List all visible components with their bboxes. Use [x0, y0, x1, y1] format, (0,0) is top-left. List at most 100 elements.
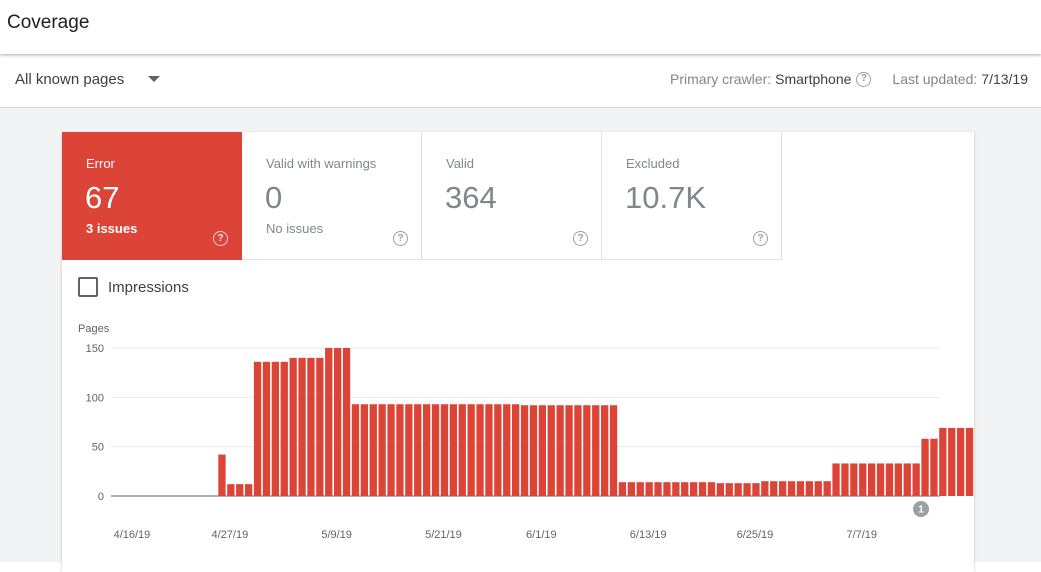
- y-tick-label: 100: [86, 392, 104, 404]
- bar: [761, 481, 769, 496]
- x-tick-label: 5/9/19: [321, 529, 352, 541]
- bar: [779, 481, 787, 496]
- bar: [565, 405, 573, 496]
- tile-sub: No issues: [266, 221, 324, 236]
- main-content: Error 67 3 issues ? Valid with warnings …: [0, 108, 1041, 572]
- help-icon[interactable]: ?: [213, 231, 228, 246]
- bar: [245, 484, 253, 496]
- bar: [939, 427, 947, 496]
- bar: [351, 404, 360, 496]
- x-tick-label: 6/13/19: [630, 529, 667, 541]
- bar: [316, 357, 324, 496]
- bar: [458, 404, 466, 496]
- tile-value: 0: [265, 180, 283, 215]
- tile-value: 10.7K: [625, 180, 707, 215]
- help-icon[interactable]: ?: [753, 231, 768, 246]
- bar: [423, 404, 431, 496]
- bar: [885, 463, 894, 496]
- bar: [787, 481, 796, 496]
- bar: [574, 405, 582, 496]
- bar: [868, 463, 876, 496]
- bar: [805, 481, 813, 496]
- help-icon[interactable]: ?: [573, 231, 588, 246]
- impressions-toggle[interactable]: Impressions: [78, 276, 189, 298]
- top-bar: Coverage: [0, 0, 1041, 54]
- bar: [369, 404, 377, 496]
- bar: [414, 404, 422, 496]
- bar: [280, 361, 288, 496]
- x-tick-label: 6/1/19: [526, 529, 557, 541]
- bar: [467, 404, 475, 496]
- bar: [734, 483, 742, 496]
- bar: [218, 454, 226, 496]
- tile-error[interactable]: Error 67 3 issues ?: [62, 132, 242, 260]
- bar: [707, 482, 716, 496]
- bar: [636, 482, 644, 496]
- tile-excluded[interactable]: Excluded 10.7K ?: [602, 132, 782, 260]
- bar: [378, 404, 386, 496]
- pages-filter-label: All known pages: [15, 70, 125, 88]
- bar: [289, 357, 297, 496]
- y-axis-label: Pages: [78, 323, 110, 335]
- filter-bar: All known pages Primary crawler: Smartph…: [0, 54, 1041, 108]
- bar: [271, 361, 279, 496]
- x-tick-label: 7/7/19: [846, 529, 877, 541]
- bar: [770, 481, 778, 496]
- bar: [716, 483, 724, 496]
- x-tick-label: 6/25/19: [737, 529, 774, 541]
- annotation-marker: [913, 501, 929, 517]
- bar: [503, 404, 511, 496]
- y-tick-label: 150: [86, 343, 104, 355]
- bar: [618, 482, 627, 496]
- pages-filter-dropdown[interactable]: All known pages: [15, 66, 161, 92]
- bar: [227, 484, 235, 496]
- bar: [592, 405, 600, 496]
- bar: [725, 483, 733, 496]
- last-updated-label: Last updated:: [892, 71, 978, 87]
- bar: [583, 405, 591, 496]
- bar: [841, 463, 849, 496]
- x-tick-label: 4/16/19: [114, 529, 151, 541]
- tile-label: Valid: [446, 156, 474, 171]
- tile-valid[interactable]: Valid 364 ?: [422, 132, 602, 260]
- bar: [832, 463, 840, 496]
- bar: [876, 463, 885, 496]
- bar: [752, 483, 760, 496]
- bar: [485, 404, 493, 496]
- impressions-checkbox[interactable]: [78, 277, 98, 297]
- bar: [387, 404, 395, 496]
- y-tick-label: 50: [92, 442, 104, 454]
- bar: [823, 481, 831, 496]
- bar: [912, 463, 920, 496]
- tile-label: Error: [86, 156, 115, 171]
- help-icon[interactable]: ?: [393, 231, 408, 246]
- bar: [743, 483, 751, 496]
- x-tick-label: 5/21/19: [425, 529, 462, 541]
- bar: [262, 361, 271, 496]
- bar: [440, 404, 449, 496]
- tile-valid-with-warnings[interactable]: Valid with warnings 0 No issues ?: [242, 132, 422, 260]
- bar: [681, 482, 689, 496]
- bar: [814, 481, 822, 496]
- crawler-help-icon[interactable]: ?: [856, 71, 872, 87]
- bar: [494, 404, 502, 496]
- chevron-down-icon: [148, 76, 161, 82]
- crawler-value: Smartphone: [775, 71, 852, 87]
- bar: [965, 427, 974, 496]
- bar: [334, 348, 342, 496]
- bar: [859, 463, 867, 496]
- bar: [431, 404, 440, 496]
- bar: [342, 348, 351, 496]
- bar: [520, 405, 529, 496]
- bar: [476, 404, 484, 496]
- bar: [645, 482, 653, 496]
- bar: [253, 361, 262, 496]
- bar: [360, 404, 368, 496]
- last-updated-value: 7/13/19: [981, 71, 1028, 87]
- bar: [903, 463, 911, 496]
- bar: [547, 405, 555, 496]
- bar: [627, 482, 635, 496]
- bar: [396, 404, 404, 496]
- bar: [609, 405, 618, 496]
- bar: [921, 438, 929, 496]
